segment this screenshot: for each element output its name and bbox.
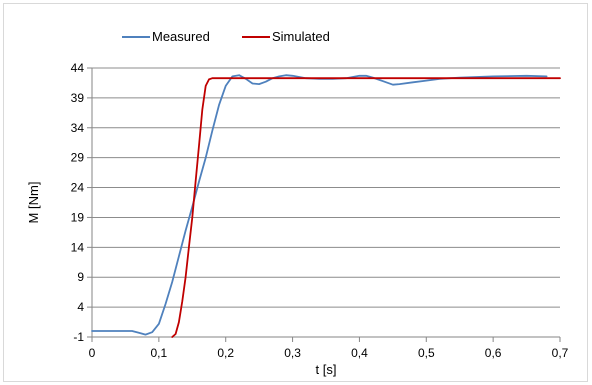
y-tick-label: 19 [71, 210, 85, 224]
legend: Measured Simulated [122, 29, 330, 44]
legend-label-measured: Measured [152, 29, 210, 44]
x-tick-label: 0,1 [151, 346, 168, 360]
x-tick-label: 0,2 [217, 346, 234, 360]
chart-frame: -1 4 9 14 19 24 29 34 39 44 0 0,1 0,2 0,3 0,4 0,5 0,6 0,… [3, 3, 588, 382]
y-tick-label: 9 [77, 270, 84, 284]
chart-svg: -1 4 9 14 19 24 29 34 39 44 0 0,1 0,2 0,3 0,4 0,5 0,6 0,… [26, 29, 569, 377]
x-tick-label: 0 [89, 346, 96, 360]
y-tick-label: 39 [71, 91, 85, 105]
y-tick-label: 34 [71, 121, 85, 135]
legend-label-simulated: Simulated [272, 29, 330, 44]
series-line-measured [91, 74, 548, 336]
x-tick-label: 0,6 [485, 346, 502, 360]
x-axis-title: t [s] [316, 362, 337, 377]
y-tick-labels: -1 4 9 14 19 24 29 34 39 44 [71, 61, 85, 344]
series-line-simulated [171, 77, 561, 338]
series-group [91, 74, 561, 338]
y-tick-label: 29 [71, 151, 85, 165]
x-tick-labels: 0 0,1 0,2 0,3 0,4 0,5 0,6 0,7 [89, 346, 569, 360]
y-tick-label: 24 [71, 181, 85, 195]
axes [87, 67, 561, 342]
y-tick-label: 14 [71, 240, 85, 254]
y-axis-title: M [Nm] [26, 182, 41, 224]
grid [92, 67, 560, 308]
y-tick-label: 4 [77, 300, 84, 314]
y-tick-label: 44 [71, 61, 85, 75]
x-tick-label: 0,7 [552, 346, 569, 360]
y-tick-label: -1 [73, 330, 84, 344]
x-tick-label: 0,4 [351, 346, 368, 360]
x-tick-label: 0,3 [284, 346, 301, 360]
x-tick-label: 0,5 [418, 346, 435, 360]
